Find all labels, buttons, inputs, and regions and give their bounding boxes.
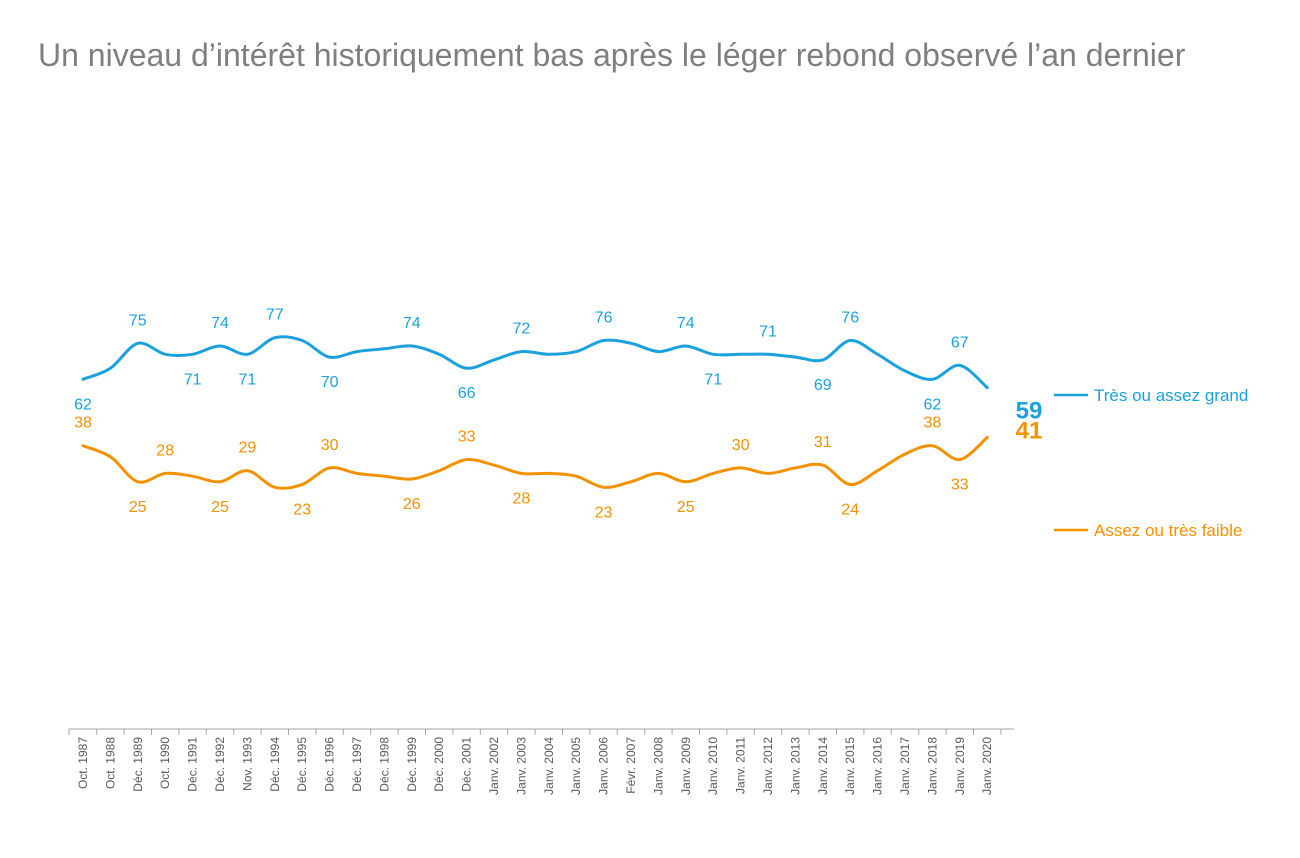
x-tick-label: Janv. 2014 bbox=[816, 737, 830, 795]
x-tick-label: Janv. 2010 bbox=[706, 737, 720, 795]
x-tick-label: Déc. 1999 bbox=[405, 737, 419, 792]
x-tick-label: Janv. 2016 bbox=[871, 737, 885, 795]
x-tick-label: Janv. 2006 bbox=[597, 737, 611, 795]
data-label: 71 bbox=[759, 323, 777, 340]
x-tick-label: Oct. 1990 bbox=[158, 737, 172, 789]
data-label: 25 bbox=[129, 499, 147, 516]
data-label: 30 bbox=[732, 437, 750, 454]
data-label: 71 bbox=[239, 371, 257, 388]
data-label: 75 bbox=[129, 312, 147, 329]
x-tick-label: Déc. 2001 bbox=[460, 737, 474, 792]
x-tick-label: Janv. 2019 bbox=[953, 737, 967, 795]
x-tick-label: Janv. 2004 bbox=[542, 737, 556, 795]
data-label: 33 bbox=[458, 429, 476, 446]
page-title: Un niveau d’intérêt historiquement bas a… bbox=[38, 37, 1186, 73]
x-tick-label: Déc. 1991 bbox=[186, 737, 200, 792]
end-value-label: 41 bbox=[1016, 417, 1043, 444]
data-label: 71 bbox=[184, 371, 202, 388]
data-label: 29 bbox=[239, 440, 257, 457]
data-label: 25 bbox=[211, 499, 229, 516]
end-value-label: 59 bbox=[1016, 398, 1043, 425]
data-label: 70 bbox=[321, 374, 339, 391]
x-tick-label: Janv. 2020 bbox=[980, 737, 994, 795]
x-tick-label: Janv. 2005 bbox=[569, 737, 583, 795]
x-tick-label: Déc. 2000 bbox=[432, 737, 446, 792]
data-label: 66 bbox=[458, 385, 476, 402]
data-label: 69 bbox=[814, 377, 832, 394]
legend-label: Assez ou très faible bbox=[1094, 521, 1242, 540]
x-tick-label: Déc. 1995 bbox=[295, 737, 309, 792]
data-label: 62 bbox=[74, 396, 92, 413]
data-label: 74 bbox=[403, 315, 421, 332]
x-tick-label: Déc. 1997 bbox=[350, 737, 364, 792]
data-label: 23 bbox=[595, 504, 613, 521]
data-label: 28 bbox=[156, 442, 174, 459]
data-label: 67 bbox=[951, 334, 969, 351]
data-label: 62 bbox=[924, 396, 942, 413]
x-tick-label: Janv. 2017 bbox=[898, 737, 912, 795]
data-label: 38 bbox=[924, 415, 942, 432]
data-label: 77 bbox=[266, 307, 284, 324]
data-label: 23 bbox=[293, 502, 311, 519]
x-tick-label: Janv. 2018 bbox=[925, 737, 939, 795]
x-tick-label: Oct. 1988 bbox=[103, 737, 117, 789]
data-label: 74 bbox=[211, 315, 229, 332]
data-label: 33 bbox=[951, 477, 969, 494]
data-label: 30 bbox=[321, 437, 339, 454]
data-label: 25 bbox=[677, 499, 695, 516]
data-label: 31 bbox=[814, 434, 832, 451]
x-tick-label: Déc. 1996 bbox=[323, 737, 337, 792]
series-line-tres-ou-assez-grand bbox=[81, 335, 989, 390]
x-tick-label: Janv. 2003 bbox=[514, 737, 528, 795]
data-label: 74 bbox=[677, 315, 695, 332]
legend-label: Très ou assez grand bbox=[1094, 386, 1248, 405]
data-label: 71 bbox=[704, 371, 722, 388]
x-tick-label: Févr. 2007 bbox=[624, 737, 638, 794]
x-tick-label: Déc. 1998 bbox=[377, 737, 391, 792]
series-line-assez-ou-tres-faible bbox=[81, 435, 989, 490]
x-tick-label: Oct. 1987 bbox=[76, 737, 90, 789]
x-tick-label: Janv. 2009 bbox=[679, 737, 693, 795]
data-label: 28 bbox=[513, 490, 531, 507]
x-tick-label: Janv. 2013 bbox=[788, 737, 802, 795]
data-label: 24 bbox=[841, 502, 859, 519]
x-tick-label: Janv. 2008 bbox=[651, 737, 665, 795]
x-tick-label: Janv. 2012 bbox=[761, 737, 775, 795]
x-tick-label: Déc. 1989 bbox=[131, 737, 145, 792]
data-label: 38 bbox=[74, 415, 92, 432]
data-label: 72 bbox=[513, 321, 531, 338]
x-tick-label: Janv. 2011 bbox=[734, 737, 748, 794]
data-label: 26 bbox=[403, 496, 421, 513]
x-tick-label: Janv. 2002 bbox=[487, 737, 501, 795]
x-tick-label: Nov. 1993 bbox=[240, 737, 254, 791]
x-tick-label: Janv. 2015 bbox=[843, 737, 857, 795]
x-tick-label: Déc. 1992 bbox=[213, 737, 227, 792]
x-tick-label: Déc. 1994 bbox=[268, 737, 282, 792]
data-label: 76 bbox=[841, 309, 859, 326]
data-label: 76 bbox=[595, 309, 613, 326]
